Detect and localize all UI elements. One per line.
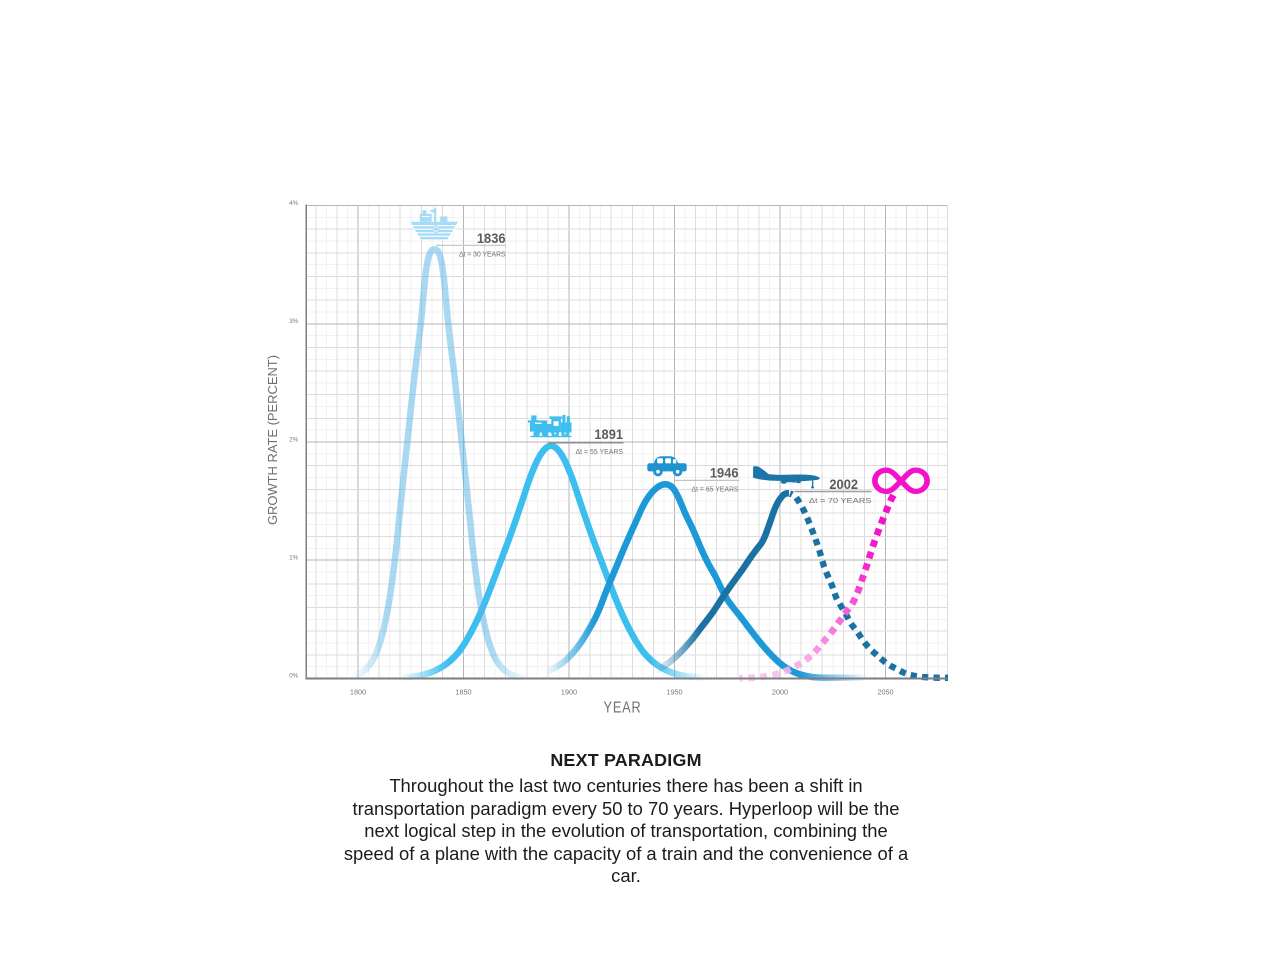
svg-text:2050: 2050 <box>877 688 893 697</box>
svg-text:1%: 1% <box>289 555 298 562</box>
svg-text:1950: 1950 <box>666 688 682 697</box>
svg-text:3%: 3% <box>289 318 298 325</box>
svg-text:2000: 2000 <box>772 688 788 697</box>
svg-text:Δt = 65 YEARS: Δt = 65 YEARS <box>692 484 739 493</box>
svg-text:1850: 1850 <box>455 688 471 697</box>
svg-text:2%: 2% <box>289 436 298 443</box>
svg-text:Δt = 30 YEARS: Δt = 30 YEARS <box>459 250 506 259</box>
svg-text:GROWTH RATE (PERCENT): GROWTH RATE (PERCENT) <box>265 355 280 525</box>
svg-text:1836: 1836 <box>477 231 506 247</box>
svg-text:1946: 1946 <box>710 465 739 481</box>
svg-text:YEAR: YEAR <box>604 700 642 717</box>
svg-text:4%: 4% <box>289 200 298 207</box>
svg-text:Δt = 55 YEARS: Δt = 55 YEARS <box>576 447 624 456</box>
svg-text:2002: 2002 <box>829 477 858 493</box>
svg-text:Δt = 70 YEARS: Δt = 70 YEARS <box>809 496 872 505</box>
svg-text:0%: 0% <box>289 673 298 680</box>
svg-text:1800: 1800 <box>350 688 366 697</box>
svg-text:1891: 1891 <box>594 427 623 443</box>
svg-text:1900: 1900 <box>561 688 577 697</box>
